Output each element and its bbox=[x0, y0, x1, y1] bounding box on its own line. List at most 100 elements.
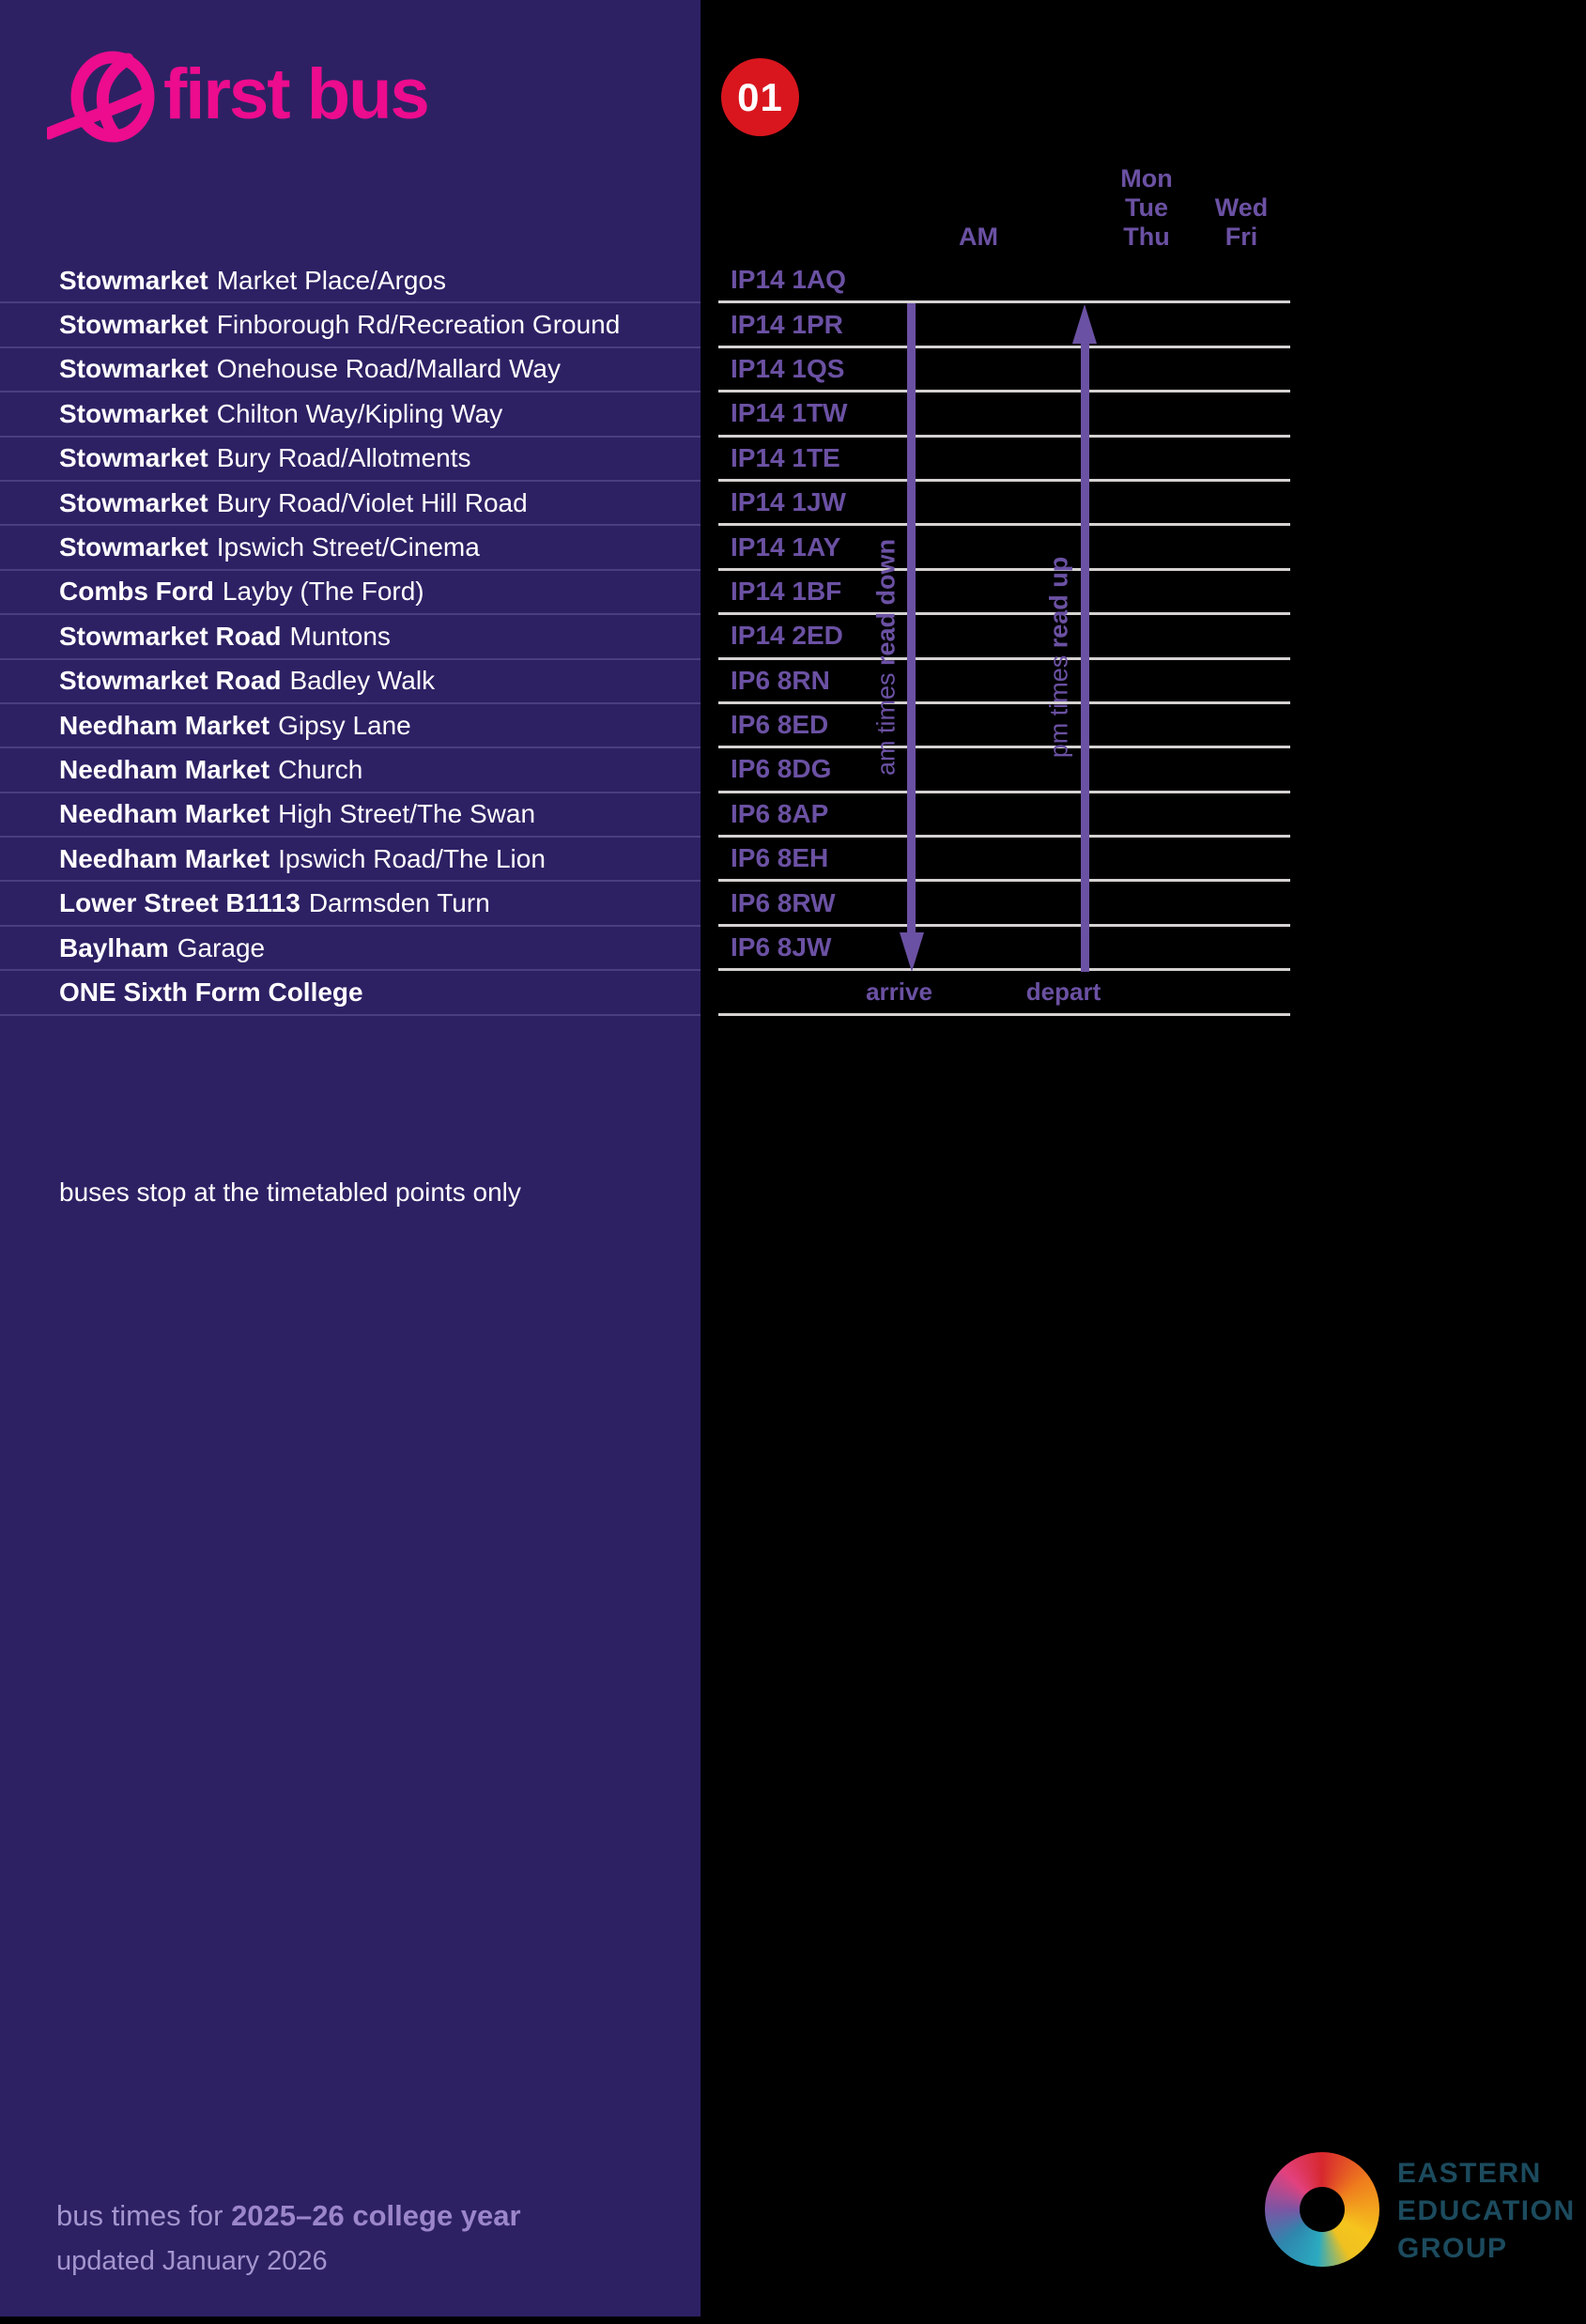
eastern-education-group-wordmark: EASTERN EDUCATION GROUP bbox=[1397, 2158, 1576, 2264]
stop-row: Needham Market High Street/The Swan bbox=[0, 793, 701, 839]
stop-area: Stowmarket Road bbox=[59, 666, 282, 696]
stop-row: Stowmarket Road Badley Walk bbox=[0, 660, 701, 704]
stop-detail: Ipswich Street/Cinema bbox=[216, 532, 480, 562]
timetable-row: IP14 2ED bbox=[718, 615, 1290, 660]
footer-line1-regular: bus times for bbox=[56, 2199, 232, 2232]
first-bus-logo-icon bbox=[47, 51, 155, 143]
timetable-row: IP6 8JW bbox=[718, 927, 1290, 972]
stop-area: Stowmarket bbox=[59, 265, 208, 295]
stop-detail: Darmsden Turn bbox=[308, 888, 490, 918]
stop-row: Stowmarket Onehouse Road/Mallard Way bbox=[0, 348, 701, 393]
postcode-cell: IP14 1BF bbox=[731, 576, 842, 606]
stop-row: Stowmarket Ipswich Street/Cinema bbox=[0, 526, 701, 571]
pm-up-arrow-icon bbox=[1072, 304, 1097, 344]
timetable-row: IP6 8EH bbox=[718, 838, 1290, 883]
timetable-row: arrive depart bbox=[718, 971, 1290, 1016]
stop-row: Combs Ford Layby (The Ford) bbox=[0, 571, 701, 616]
stop-area: Lower Street B1113 bbox=[59, 888, 300, 918]
header-wed-fri: Wed Fri bbox=[1214, 193, 1269, 251]
stop-detail: Church bbox=[278, 754, 363, 784]
stop-detail: Chilton Way/Kipling Way bbox=[216, 398, 503, 428]
postcode-cell: IP6 8RN bbox=[731, 665, 830, 695]
postcode-cell: IP14 1QS bbox=[731, 353, 845, 383]
postcode-cell: IP6 8EH bbox=[731, 843, 829, 873]
stops-list: Stowmarket Market Place/Argos Stowmarket Fi… bbox=[0, 259, 701, 1016]
footer-line1-bold: 2025–26 college year bbox=[231, 2199, 521, 2232]
first-bus-logo: first bus bbox=[47, 49, 479, 147]
timetable-row: IP14 1BF bbox=[718, 571, 1290, 616]
stop-row: Stowmarket Road Muntons bbox=[0, 615, 701, 660]
stop-row: Baylham Garage bbox=[0, 927, 701, 972]
stop-row: ONE Sixth Form College bbox=[0, 971, 701, 1016]
timetable-row: IP14 1TE bbox=[718, 438, 1290, 482]
stop-area: Stowmarket bbox=[59, 443, 208, 473]
stop-detail: Badley Walk bbox=[289, 666, 436, 696]
brand-wordmark: first bus bbox=[163, 54, 430, 134]
postcode-cell: IP14 2ED bbox=[731, 621, 843, 651]
stop-row: Stowmarket Finborough Rd/Recreation Groun… bbox=[0, 303, 701, 348]
route-badge: 01 bbox=[721, 58, 799, 136]
stop-detail: Market Place/Argos bbox=[216, 265, 447, 295]
stop-area: Stowmarket Road bbox=[59, 621, 282, 651]
header-mon-tue-thu: Mon Tue Thu bbox=[1120, 164, 1173, 251]
stop-detail: Ipswich Road/The Lion bbox=[278, 843, 546, 873]
timetable-row: IP6 8RN bbox=[718, 660, 1290, 704]
stop-area: Stowmarket bbox=[59, 398, 208, 428]
timetable-row: IP14 1PR bbox=[718, 303, 1290, 348]
am-down-arrow-shaft bbox=[907, 303, 916, 934]
stop-detail: Onehouse Road/Mallard Way bbox=[216, 354, 561, 384]
postcode-cell: IP6 8ED bbox=[731, 710, 829, 740]
postcode-cell: IP6 8JW bbox=[731, 932, 832, 962]
stop-area: Needham Market bbox=[59, 710, 270, 740]
stop-detail: Bury Road/Violet Hill Road bbox=[216, 487, 528, 517]
eastern-education-group-logo-icon bbox=[1265, 2152, 1379, 2267]
left-panel: first bus Stowmarket Market Place/Argos St… bbox=[0, 0, 701, 2316]
stop-row: Needham Market Church bbox=[0, 748, 701, 793]
pm-up-arrow-shaft bbox=[1081, 338, 1089, 972]
postcode-cell: IP14 1JW bbox=[731, 487, 846, 517]
postcode-cell: IP6 8RW bbox=[731, 887, 836, 917]
timetable-row: IP14 1QS bbox=[718, 348, 1290, 393]
stop-area: ONE Sixth Form College bbox=[59, 977, 363, 1007]
timetable-row: IP6 8DG bbox=[718, 748, 1290, 793]
stop-row: Stowmarket Chilton Way/Kipling Way bbox=[0, 392, 701, 438]
postcode-cell: IP14 1TW bbox=[731, 398, 848, 428]
postcode-cell: IP14 1TE bbox=[731, 442, 840, 472]
stop-detail: Bury Road/Allotments bbox=[216, 443, 471, 473]
stop-row: Stowmarket Bury Road/Allotments bbox=[0, 438, 701, 482]
route-number: 01 bbox=[737, 74, 783, 119]
stop-detail: High Street/The Swan bbox=[278, 799, 536, 829]
postcode-cell: IP6 8AP bbox=[731, 798, 829, 828]
stop-area: Needham Market bbox=[59, 799, 270, 829]
timetable-row: IP6 8ED bbox=[718, 704, 1290, 749]
stop-detail: Muntons bbox=[289, 621, 391, 651]
stop-area: Needham Market bbox=[59, 754, 270, 784]
note-text: buses stop at the timetabled points only bbox=[59, 1177, 521, 1207]
stop-area: Stowmarket bbox=[59, 310, 208, 340]
postcode-cell: IP14 1PR bbox=[731, 309, 843, 339]
stop-detail: Gipsy Lane bbox=[278, 710, 411, 740]
depart-label: depart bbox=[1025, 977, 1101, 1006]
stop-area: Stowmarket bbox=[59, 487, 208, 517]
stop-row: Lower Street B1113 Darmsden Turn bbox=[0, 882, 701, 927]
stop-detail: Garage bbox=[177, 932, 266, 962]
stop-row: Stowmarket Market Place/Argos bbox=[0, 259, 701, 304]
stop-area: Baylham bbox=[59, 932, 169, 962]
stop-area: Stowmarket bbox=[59, 354, 208, 384]
stop-detail: Layby (The Ford) bbox=[222, 577, 424, 607]
footer-line2: updated January 2026 bbox=[56, 2246, 328, 2276]
am-down-arrow-icon bbox=[900, 932, 924, 972]
stop-detail: Finborough Rd/Recreation Ground bbox=[216, 310, 621, 340]
timetable-row: IP14 1TW bbox=[718, 392, 1290, 438]
timetable-row: IP6 8RW bbox=[718, 882, 1290, 927]
stop-area: Stowmarket bbox=[59, 532, 208, 562]
stop-row: Stowmarket Bury Road/Violet Hill Road bbox=[0, 482, 701, 527]
stop-area: Combs Ford bbox=[59, 577, 214, 607]
timetable-grid: IP14 1AQ IP14 1PR IP14 1QS IP14 1TW IP14 1TE… bbox=[718, 259, 1290, 1016]
stop-row: Needham Market Gipsy Lane bbox=[0, 704, 701, 749]
arrive-label: arrive bbox=[866, 977, 932, 1006]
header-am: AM bbox=[959, 223, 998, 251]
postcode-cell: IP14 1AQ bbox=[731, 265, 846, 295]
timetable-row: IP14 1AY bbox=[718, 526, 1290, 571]
